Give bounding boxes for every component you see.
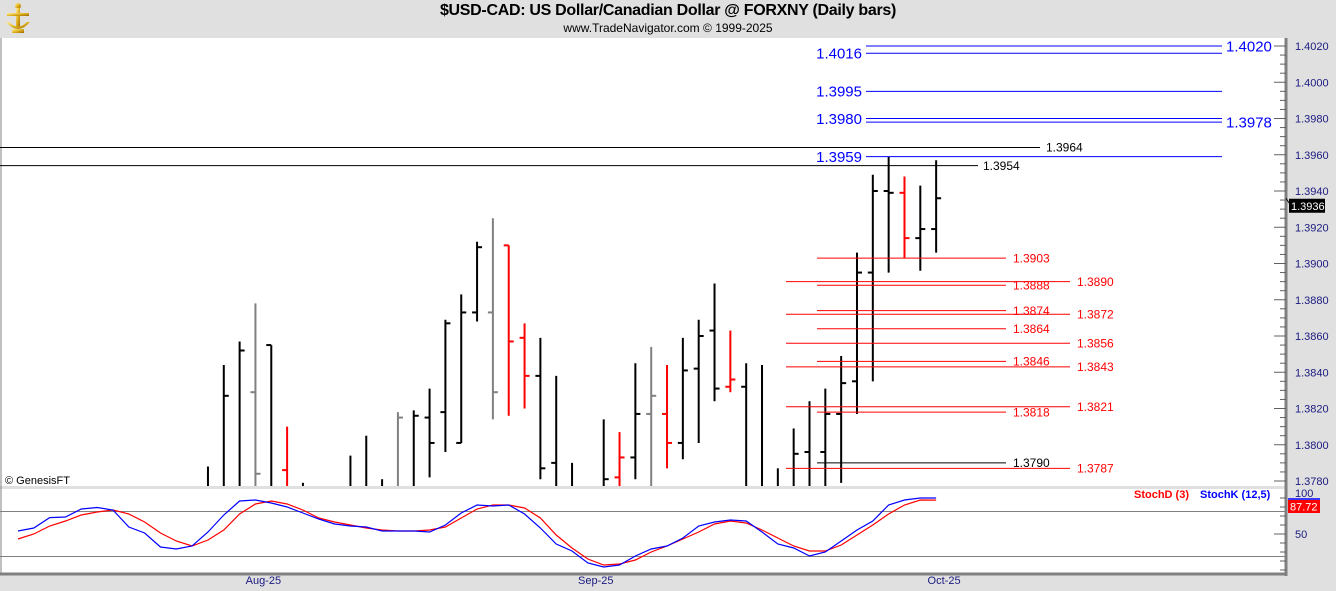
ohlc-bar [851,252,862,414]
level-label: 1.3954 [983,159,1020,173]
ohlc-bar [820,388,831,486]
ohlc-bar [440,319,451,452]
level-label: 1.4020 [1226,38,1272,55]
level-label: 1.3864 [1013,322,1050,336]
ohlc-bar [804,401,811,486]
ohlc-bar [519,323,530,409]
x-tick-label: Aug-25 [246,575,281,587]
level-label: 1.3890 [1077,275,1114,289]
y-tick-label: 1.3800 [1295,440,1329,452]
price-plot [206,156,942,486]
stoch-tick-label: 50 [1295,529,1307,541]
level-label: 1.3787 [1077,462,1114,476]
ohlc-bar [238,341,245,486]
chart-subtitle: www.TradeNavigator.com © 1999-2025 [563,21,773,35]
stoch-tick-label: 100 [1295,488,1313,500]
ohlc-bar [883,156,894,273]
ohlc-bar [931,160,942,253]
level-label: 1.3978 [1226,114,1272,131]
y-tick-label: 1.4000 [1295,77,1329,89]
stoch-last-badge [1288,500,1320,513]
chart-title: $USD-CAD: US Dollar/Canadian Dollar @ FO… [439,2,897,19]
level-label: 1.3874 [1013,304,1050,318]
ohlc-bar [693,319,704,443]
ohlc-bar [396,412,403,486]
legend-stoch-d: StochD (3) [1134,489,1189,501]
y-tick-label: 1.3900 [1295,259,1329,271]
ohlc-bar [503,244,514,416]
y-tick-label: 1.3860 [1295,331,1329,343]
level-label: 1.3980 [816,111,862,128]
y-tick-label: 1.3840 [1295,367,1329,379]
y-tick-label: 1.3920 [1295,222,1329,234]
ohlc-bar [741,363,748,486]
ohlc-bar [899,176,910,259]
level-label: 1.3818 [1013,405,1050,419]
ohlc-bar [535,337,546,480]
level-label: 1.3959 [816,149,862,166]
level-label: 1.3995 [816,84,862,101]
trade-navigator-logo [6,3,30,33]
last-price-label: 1.3936 [1291,201,1325,213]
ohlc-bar [725,330,736,393]
level-label: 1.3856 [1077,336,1114,350]
stoch-last-label: 87.72 [1290,502,1318,514]
price-panel [0,38,1286,486]
level-label: 1.3888 [1013,278,1050,292]
x-tick-label: Sep-25 [578,575,613,587]
ohlc-bar [487,218,498,420]
legend-stoch-k: StochK (12,5) [1200,489,1271,501]
y-tick-label: 1.3880 [1295,295,1329,307]
level-label: 1.3964 [1046,141,1083,155]
ohlc-bar [472,241,483,322]
last-price-badge [1289,198,1325,213]
ohlc-bar [282,426,289,486]
ohlc-bar [630,363,641,480]
stochastic-panel [0,489,1286,573]
level-label: 1.4016 [816,46,862,63]
ohlc-bar [867,174,878,382]
level-label: 1.3790 [1013,456,1050,470]
y-tick-label: 1.3960 [1295,150,1329,162]
level-label: 1.3903 [1013,251,1050,265]
level-label: 1.3846 [1013,355,1050,369]
ohlc-bar [836,355,847,483]
y-tick-label: 1.3820 [1295,404,1329,416]
ohlc-bar [709,283,720,402]
level-label: 1.3821 [1077,400,1114,414]
ohlc-bar [602,419,609,486]
ohlc-bar [677,337,688,460]
stoch-k-line [17,497,937,568]
ohlc-bar [222,365,229,486]
ohlc-bar [266,344,273,486]
y-tick-label: 1.3980 [1295,114,1329,126]
ohlc-bar [412,410,419,486]
stoch-d-line [17,499,937,566]
level-label: 1.3872 [1077,307,1114,321]
ohlc-bar [662,365,673,469]
y-tick-label: 1.3780 [1295,476,1329,488]
level-label: 1.3843 [1077,360,1114,374]
ohlc-bar [250,303,261,486]
ohlc-bar [646,346,657,486]
ohlc-bar [424,388,435,478]
ohlc-bar [792,428,799,486]
ohlc-bar [551,375,558,486]
ohlc-bar [915,185,926,271]
watermark: © GenesisFT [5,475,70,487]
y-tick-label: 1.3940 [1295,186,1329,198]
ohlc-bar [456,294,467,444]
ohlc-bar [614,432,625,486]
x-tick-label: Oct-25 [928,575,961,587]
y-tick-label: 1.4020 [1295,41,1329,53]
